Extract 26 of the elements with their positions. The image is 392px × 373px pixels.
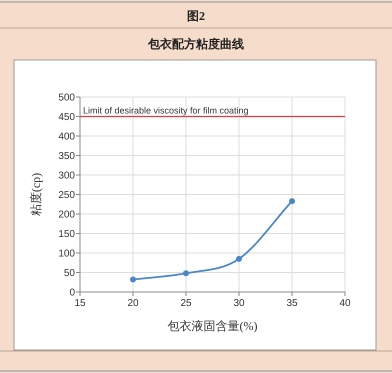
y-tick-label: 50 (64, 268, 76, 279)
x-axis-title: 包衣液固含量(%) (168, 319, 258, 333)
y-tick-label: 150 (58, 229, 76, 240)
chart-title: 包衣配方粘度曲线 (147, 37, 244, 51)
y-tick-label: 250 (58, 190, 76, 201)
point (183, 270, 189, 276)
y-tick-label: 350 (58, 151, 76, 162)
y-tick-label: 100 (58, 248, 76, 260)
y-tick-label: 400 (58, 132, 76, 142)
y-axis-title: 粘度(cp) (29, 172, 43, 216)
x-tick-label: 20 (127, 298, 139, 309)
x-tick-label: 15 (74, 298, 86, 309)
point (130, 276, 136, 283)
x-tick-label: 25 (180, 298, 192, 309)
x-tick-label: 30 (233, 298, 245, 309)
x-tick-label: 40 (339, 298, 351, 309)
y-tick-label: 300 (58, 170, 76, 182)
y-tick-label: 450 (58, 112, 76, 123)
point (289, 198, 295, 204)
y-tick-label: 200 (58, 210, 76, 220)
x-tick-label: 35 (286, 298, 298, 309)
ref-line-label: Limit of desirable viscosity for film coating (83, 106, 249, 116)
point (236, 256, 242, 262)
caption: 图2 (187, 9, 205, 23)
y-tick-label: 500 (58, 92, 76, 104)
y-tick-label: 0 (69, 288, 76, 298)
